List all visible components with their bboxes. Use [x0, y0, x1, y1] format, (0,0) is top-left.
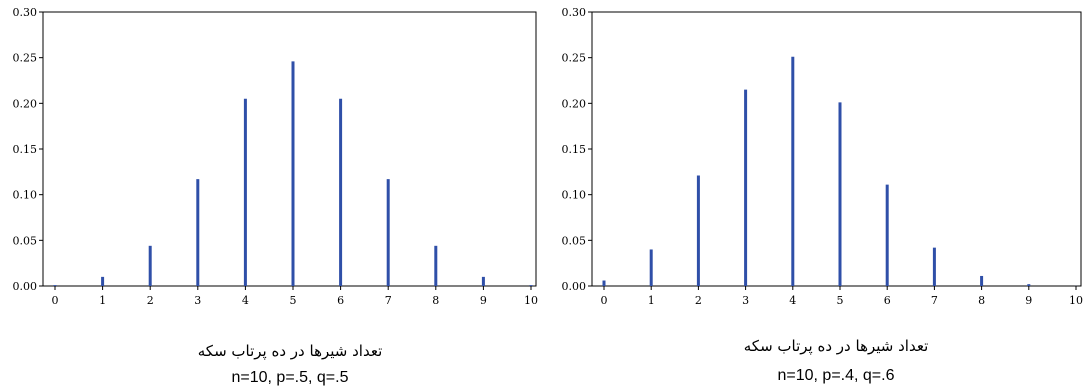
- x-tick-label: 7: [931, 294, 938, 307]
- plot-frame: [42, 11, 537, 287]
- y-tick-label: 0.30: [13, 6, 38, 19]
- x-tick-label: 7: [385, 294, 392, 307]
- y-tick-label: 0.10: [13, 189, 38, 202]
- x-axis-title: تعداد شیرها در ده پرتاب سکه: [198, 342, 383, 361]
- y-tick-label: 0.05: [562, 234, 587, 247]
- x-tick-label: 10: [1069, 294, 1083, 307]
- y-tick-label: 0.00: [13, 280, 38, 293]
- plot-frame: [591, 11, 1082, 287]
- x-tick-label: 0: [601, 294, 608, 307]
- x-tick-label: 1: [99, 294, 106, 307]
- x-tick-label: 2: [147, 294, 154, 307]
- x-tick-label: 5: [290, 294, 297, 307]
- y-tick-label: 0.20: [562, 97, 587, 110]
- y-tick-label: 0.15: [562, 143, 587, 156]
- x-tick-label: 9: [480, 294, 487, 307]
- x-tick-label: 3: [742, 294, 749, 307]
- y-tick-label: 0.30: [562, 6, 587, 19]
- x-tick-label: 6: [884, 294, 891, 307]
- x-tick-label: 6: [337, 294, 344, 307]
- x-tick-label: 4: [789, 294, 796, 307]
- y-tick-label: 0.05: [13, 234, 38, 247]
- x-tick-label: 1: [648, 294, 655, 307]
- x-axis-title: تعداد شیرها در ده پرتاب سکه: [744, 337, 929, 356]
- x-tick-label: 9: [1025, 294, 1032, 307]
- x-tick-label: 10: [524, 294, 538, 307]
- parameters-caption: n=10, p=.5, q=.5: [232, 369, 349, 386]
- x-tick-label: 8: [432, 294, 439, 307]
- x-tick-label: 3: [194, 294, 201, 307]
- x-tick-label: 5: [837, 294, 844, 307]
- x-tick-label: 0: [52, 294, 59, 307]
- y-tick-label: 0.15: [13, 143, 38, 156]
- y-tick-label: 0.20: [13, 97, 38, 110]
- x-tick-label: 2: [695, 294, 702, 307]
- chart-right: 0.00 0.05 0.10 0.15 0.20 0.25 0.30 0 1 2 3 4 5 6 7 8 9 10…: [562, 6, 1084, 384]
- x-tick-label: 8: [978, 294, 985, 307]
- y-tick-label: 0.25: [562, 52, 587, 65]
- y-tick-label: 0.25: [13, 52, 38, 65]
- y-tick-label: 0.00: [562, 280, 587, 293]
- x-tick-label: 4: [242, 294, 249, 307]
- y-tick-label: 0.10: [562, 189, 587, 202]
- parameters-caption: n=10, p=.4, q=.6: [778, 367, 895, 384]
- chart-left: 0.00 0.05 0.10 0.15 0.20 0.25 0.30 0 1 2 3 4 5 6 7 8 9 10…: [13, 6, 539, 386]
